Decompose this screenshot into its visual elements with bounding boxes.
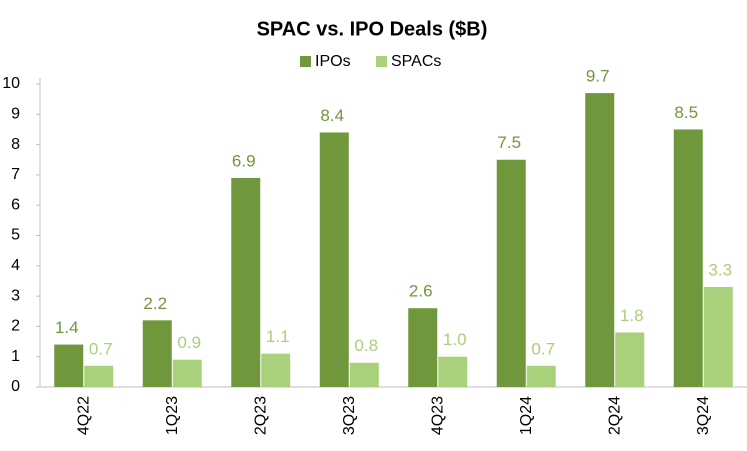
value-label: 1.4 xyxy=(55,318,79,337)
bar xyxy=(673,129,703,387)
legend-label: SPACs xyxy=(391,53,441,70)
x-tick-label: 3Q23 xyxy=(341,396,358,435)
bar xyxy=(261,353,291,387)
x-tick-label: 1Q23 xyxy=(164,396,181,435)
y-tick-label: 3 xyxy=(11,287,20,304)
legend-swatch xyxy=(300,56,311,67)
bar xyxy=(172,359,202,387)
value-label: 8.4 xyxy=(320,106,344,125)
bar xyxy=(438,356,468,387)
bar xyxy=(496,159,526,387)
bar xyxy=(615,332,645,387)
bar xyxy=(54,344,84,387)
bar xyxy=(585,93,615,387)
y-tick-label: 0 xyxy=(11,378,20,395)
value-label: 9.7 xyxy=(586,67,610,86)
value-label: 7.5 xyxy=(497,133,521,152)
bar xyxy=(231,177,261,387)
x-tick-label: 1Q24 xyxy=(518,396,535,435)
x-tick-label: 4Q22 xyxy=(75,396,92,435)
bar xyxy=(408,308,438,387)
value-label: 0.7 xyxy=(89,339,113,358)
y-tick-label: 8 xyxy=(11,136,20,153)
bar xyxy=(526,365,556,387)
value-label: 1.8 xyxy=(620,306,644,325)
y-tick-label: 4 xyxy=(11,257,20,274)
y-tick-label: 10 xyxy=(2,75,20,92)
y-tick-label: 9 xyxy=(11,106,20,123)
legend-label: IPOs xyxy=(315,53,351,70)
y-tick-label: 1 xyxy=(11,348,20,365)
y-tick-label: 7 xyxy=(11,166,20,183)
value-label: 0.9 xyxy=(177,333,201,352)
value-label: 0.8 xyxy=(354,336,378,355)
value-label: 6.9 xyxy=(232,151,256,170)
value-label: 2.6 xyxy=(409,282,433,301)
x-tick-label: 2Q23 xyxy=(252,396,269,435)
y-tick-label: 6 xyxy=(11,196,20,213)
value-label: 1.1 xyxy=(266,327,290,346)
legend-swatch xyxy=(376,56,387,67)
y-tick-label: 2 xyxy=(11,318,20,335)
value-label: 0.7 xyxy=(531,339,555,358)
x-tick-label: 4Q23 xyxy=(429,396,446,435)
x-tick-label: 2Q24 xyxy=(606,396,623,435)
bar xyxy=(703,287,733,387)
bar xyxy=(319,132,349,387)
bar xyxy=(84,365,114,387)
bar xyxy=(349,362,379,387)
value-label: 1.0 xyxy=(443,330,467,349)
chart-title: SPAC vs. IPO Deals ($B) xyxy=(257,18,488,40)
value-label: 3.3 xyxy=(708,260,732,279)
y-tick-label: 5 xyxy=(11,227,20,244)
value-label: 8.5 xyxy=(674,103,698,122)
bar xyxy=(142,320,172,387)
x-tick-label: 3Q24 xyxy=(695,396,712,435)
value-label: 2.2 xyxy=(143,294,167,313)
